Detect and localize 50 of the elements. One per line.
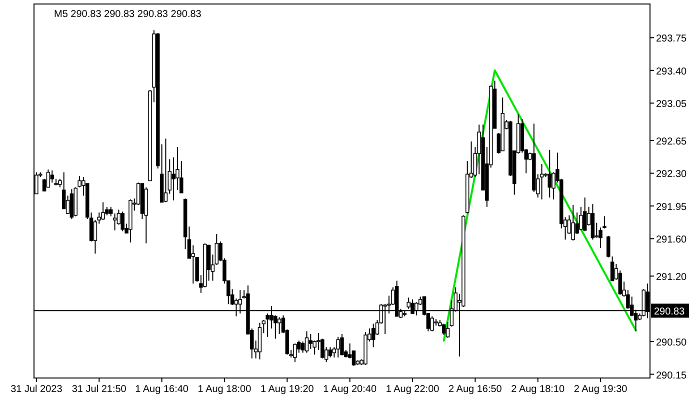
x-tick-label: 1 Aug 18:00 (198, 384, 252, 395)
y-tick-label: 291.60 (656, 234, 688, 246)
y-tick-label: 293.40 (656, 66, 688, 78)
candlestick (336, 336, 340, 358)
candlestick (540, 163, 544, 200)
candlestick (430, 316, 434, 332)
x-tick-label: 1 Aug 16:40 (135, 384, 189, 395)
candlestick (583, 197, 587, 232)
candlestick (304, 330, 309, 354)
candlestick (112, 212, 117, 231)
candlestick (46, 168, 50, 188)
y-tick-label: 293.05 (656, 99, 688, 110)
candlestick (300, 341, 305, 354)
candlestick (164, 138, 168, 203)
y-tick-label: 290.15 (656, 370, 688, 382)
x-tick-label: 31 Jul 2023 (10, 384, 63, 395)
candlestick (340, 334, 344, 356)
candlestick (618, 270, 622, 296)
candlestick (293, 342, 297, 363)
candlestick (610, 256, 614, 282)
ref-line-label: 290.83 (654, 306, 686, 318)
x-tick-label: 2 Aug 18:10 (511, 384, 565, 395)
candlestick (606, 235, 610, 258)
candlestick (328, 346, 332, 358)
y-tick-label: 292.30 (656, 169, 688, 180)
y-tick-label: 290.50 (656, 338, 688, 349)
candlestick (371, 323, 376, 348)
y-tick-label: 293.75 (656, 34, 688, 45)
y-tick-label: 291.20 (656, 272, 688, 284)
candlestick (266, 312, 270, 338)
x-tick-label: 1 Aug 20:40 (323, 384, 377, 395)
candlestick (277, 316, 282, 335)
y-tick-label: 292.65 (656, 136, 688, 148)
candlestick (120, 211, 124, 232)
candlestick (101, 202, 105, 220)
x-tick-label: 1 Aug 22:00 (386, 384, 440, 395)
candlestick (579, 206, 583, 231)
y-tick-label: 291.95 (656, 202, 688, 213)
candlestick (598, 226, 602, 249)
x-tick-label: 2 Aug 19:30 (574, 384, 628, 395)
candlestick (548, 149, 552, 198)
candlestick (109, 206, 113, 217)
x-tick-label: 1 Aug 19:20 (260, 384, 314, 395)
x-tick-label: 2 Aug 16:50 (448, 384, 502, 395)
text: M5 290.83 290.83 290.83 290.83 (54, 9, 202, 20)
candlestick (50, 170, 54, 184)
candlestick (571, 204, 575, 242)
x-tick-label: 31 Jul 21:50 (72, 384, 127, 395)
candlestick (70, 188, 74, 220)
candlestick (442, 323, 446, 336)
